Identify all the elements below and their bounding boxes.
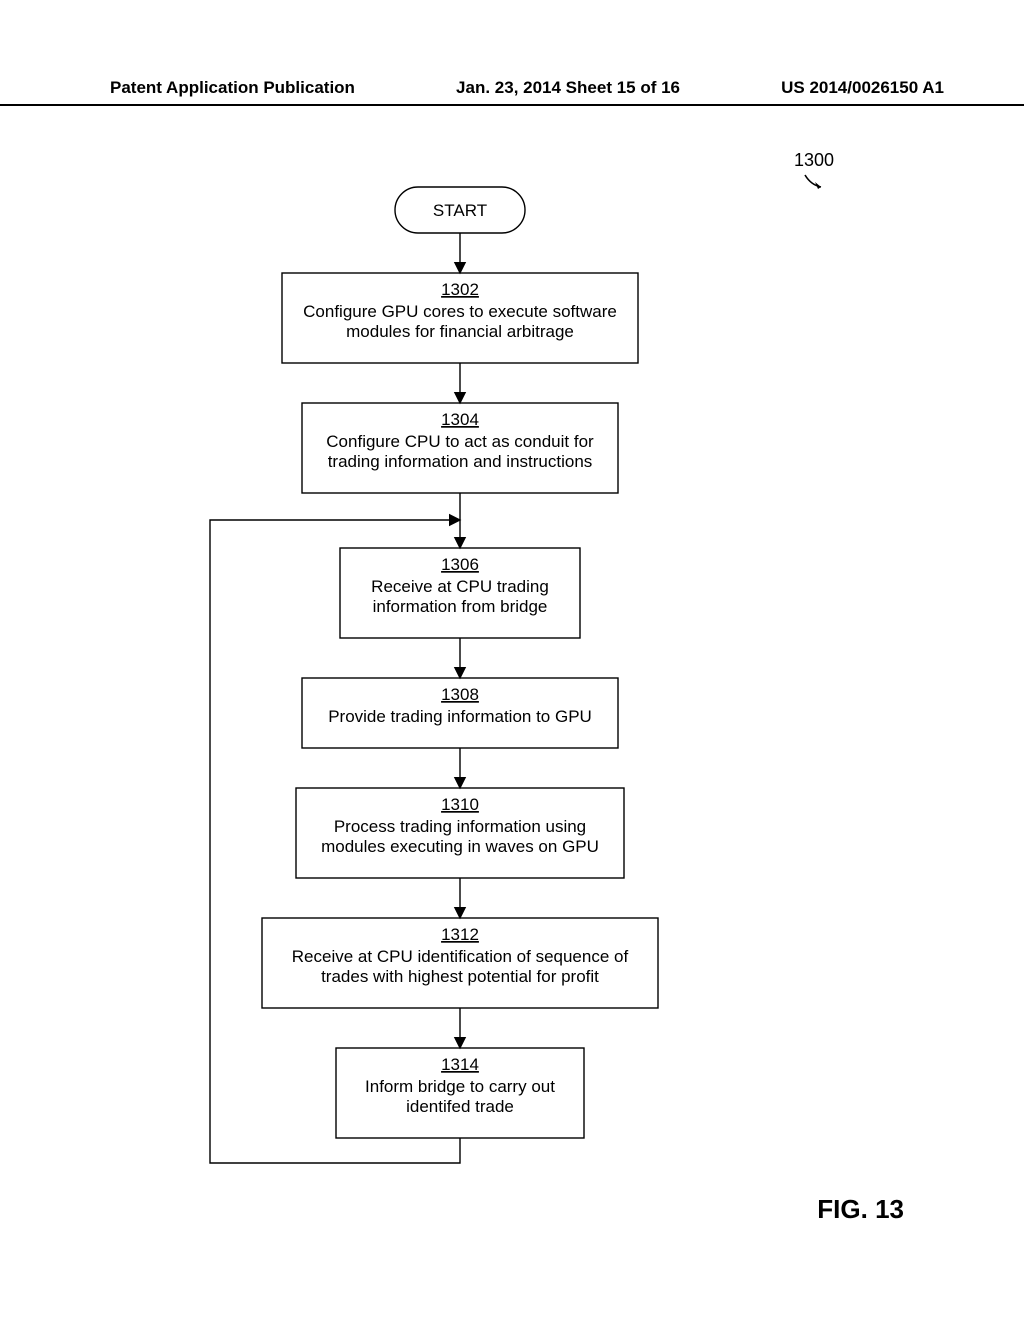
svg-text:1302: 1302 [441,280,479,299]
svg-text:modules for financial arbitrag: modules for financial arbitrage [346,322,574,341]
svg-text:Receive at CPU identification: Receive at CPU identification of sequenc… [292,947,629,966]
svg-text:Configure GPU cores to execute: Configure GPU cores to execute software [303,302,617,321]
svg-text:1304: 1304 [441,410,479,429]
svg-text:modules executing in waves on: modules executing in waves on GPU [321,837,599,856]
svg-text:1310: 1310 [441,795,479,814]
page: Patent Application Publication Jan. 23, … [0,0,1024,1320]
svg-text:1306: 1306 [441,555,479,574]
svg-text:Inform bridge to carry out: Inform bridge to carry out [365,1077,555,1096]
svg-text:trades with highest potential: trades with highest potential for profit [321,967,599,986]
svg-text:1314: 1314 [441,1055,479,1074]
svg-text:Receive at CPU trading: Receive at CPU trading [371,577,549,596]
figure-label: FIG. 13 [817,1194,904,1225]
svg-text:trading information and instru: trading information and instructions [328,452,593,471]
svg-text:1312: 1312 [441,925,479,944]
svg-text:Configure CPU to act as condui: Configure CPU to act as conduit for [326,432,594,451]
flowchart: START 1302 Configure GPU cores to execute … [0,0,1024,1320]
svg-text:START: START [433,201,487,220]
svg-text:Provide trading information to: Provide trading information to GPU [328,707,592,726]
svg-text:information from bridge: information from bridge [373,597,548,616]
svg-text:identifed trade: identifed trade [406,1097,514,1116]
svg-text:1308: 1308 [441,685,479,704]
svg-text:Process trading information us: Process trading information using [334,817,586,836]
